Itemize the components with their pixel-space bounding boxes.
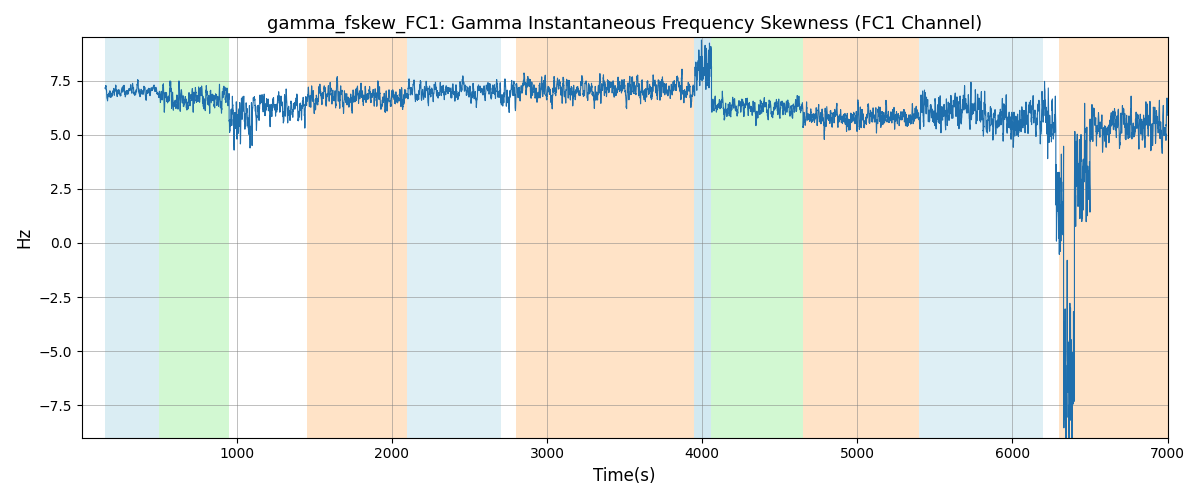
Bar <box>919 38 1044 438</box>
Bar <box>516 38 695 438</box>
Title: gamma_fskew_FC1: Gamma Instantaneous Frequency Skewness (FC1 Channel): gamma_fskew_FC1: Gamma Instantaneous Fre… <box>268 15 983 34</box>
Bar <box>695 38 712 438</box>
Bar <box>712 38 803 438</box>
Bar <box>307 38 408 438</box>
X-axis label: Time(s): Time(s) <box>593 467 656 485</box>
Bar <box>160 38 229 438</box>
Y-axis label: Hz: Hz <box>14 227 34 248</box>
Bar <box>803 38 919 438</box>
Bar <box>408 38 500 438</box>
Bar <box>1058 38 1168 438</box>
Bar <box>106 38 160 438</box>
